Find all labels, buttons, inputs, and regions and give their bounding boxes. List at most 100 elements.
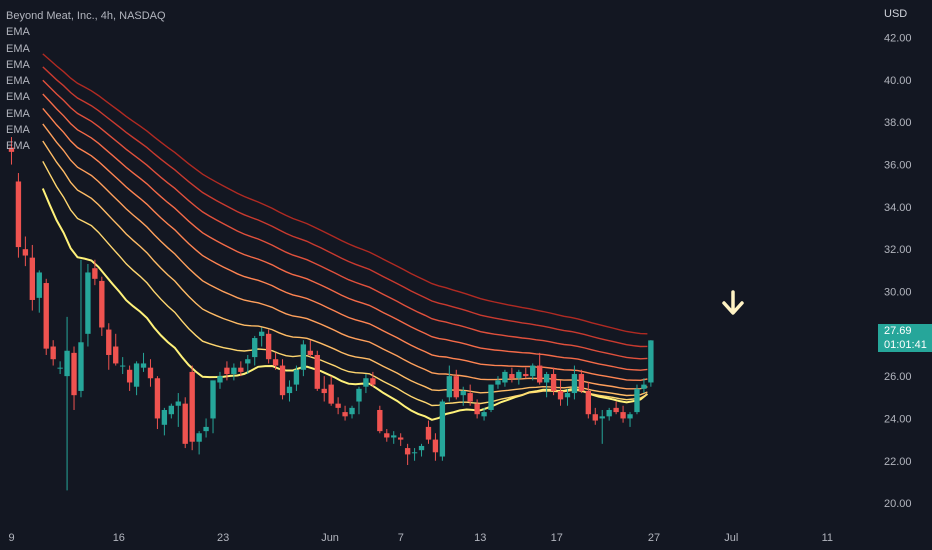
candle-body [425, 426, 432, 440]
candle-body [550, 374, 557, 391]
countdown-label: 01:01:41 [878, 338, 932, 352]
candle-body [384, 433, 390, 438]
candle-body [439, 401, 446, 457]
candle [300, 340, 307, 377]
candle-body [252, 338, 258, 358]
symbol-title[interactable]: Beyond Meat, Inc., 4h, NASDAQ [6, 10, 166, 22]
time-tick-label: 17 [551, 532, 563, 544]
indicator-ema-5[interactable]: EMA [6, 91, 30, 104]
candle-body [272, 359, 279, 366]
candle-body [648, 340, 654, 383]
indicator-ema-4[interactable]: EMA [6, 75, 30, 88]
candle-body [217, 376, 223, 383]
candle [648, 340, 654, 387]
candle-body [599, 416, 605, 419]
candle [85, 264, 91, 347]
candle [265, 329, 272, 364]
candle-body [210, 380, 216, 419]
candle [641, 378, 647, 394]
down-arrow-marker [722, 290, 744, 315]
candle [432, 433, 439, 461]
candle-body [509, 374, 515, 379]
candle [189, 365, 195, 451]
candle-body [126, 369, 133, 383]
indicator-ema-3[interactable]: EMA [6, 58, 30, 71]
indicator-ema-8[interactable]: EMA [6, 140, 30, 153]
candle [620, 405, 626, 423]
candle [384, 429, 390, 442]
candle [543, 371, 550, 398]
candle-body [578, 374, 585, 391]
candle-body [203, 426, 209, 432]
candle [71, 346, 77, 410]
candle-body [71, 352, 77, 396]
indicator-ema-1[interactable]: EMA [6, 26, 30, 39]
candle [133, 361, 140, 396]
candle [50, 340, 56, 366]
time-tick-label: Jul [724, 532, 738, 544]
candle [99, 276, 105, 336]
candle [293, 365, 300, 391]
candle [398, 433, 404, 446]
candle [15, 173, 22, 258]
candle-body [293, 369, 300, 385]
candle [217, 371, 223, 389]
candle-body [432, 439, 439, 453]
candle [252, 335, 258, 366]
indicator-ema-7[interactable]: EMA [6, 124, 30, 137]
candle [147, 359, 154, 387]
candle [599, 409, 605, 444]
time-tick-label: 23 [217, 532, 229, 544]
candle [446, 365, 452, 402]
price-tick-label: 20.00 [884, 498, 912, 510]
time-tick-label: 11 [822, 532, 833, 544]
candle [349, 405, 355, 419]
candle [168, 403, 174, 419]
candle-body [15, 181, 22, 248]
candle-body [363, 378, 369, 387]
candle [161, 407, 168, 436]
candle [113, 333, 119, 366]
ema-line-60 [42, 107, 648, 382]
candle-body [196, 433, 202, 442]
candle [140, 352, 147, 372]
candle-body [474, 403, 480, 415]
indicator-ema-6[interactable]: EMA [6, 107, 30, 120]
ema-line-70 [42, 93, 648, 371]
candle-body [404, 448, 411, 455]
candle [224, 361, 230, 381]
candle [578, 369, 585, 394]
candle-body [259, 331, 265, 336]
candle-body [335, 403, 341, 408]
candle-body [349, 407, 355, 415]
candle-body [557, 390, 564, 400]
candle-body [99, 280, 105, 328]
candle-body [64, 350, 70, 377]
candle-body [78, 342, 84, 391]
candle [154, 376, 161, 430]
candle [411, 448, 418, 461]
candle-body [245, 359, 251, 364]
candle [120, 357, 126, 375]
candle-body [523, 374, 529, 377]
candle-body [418, 445, 425, 451]
price-tick-label: 42.00 [884, 33, 912, 45]
last-price-label: 27.69 [878, 324, 932, 338]
candle-body [168, 405, 174, 415]
candle [92, 259, 98, 286]
candle-body [113, 346, 119, 364]
candle [36, 270, 42, 313]
candle-body [286, 386, 293, 394]
candle-body [488, 384, 494, 410]
candle-body [398, 437, 404, 440]
candle-body [620, 412, 626, 419]
candle [259, 327, 265, 347]
time-scale[interactable]: 9 16 23 Jun 7 13 17 27 Jul 11 [9, 532, 834, 544]
candle [231, 363, 237, 381]
candle [203, 418, 209, 438]
candle-body [342, 412, 348, 417]
indicator-ema-2[interactable]: EMA [6, 42, 30, 55]
candle [634, 384, 640, 415]
candle-body [300, 344, 307, 370]
